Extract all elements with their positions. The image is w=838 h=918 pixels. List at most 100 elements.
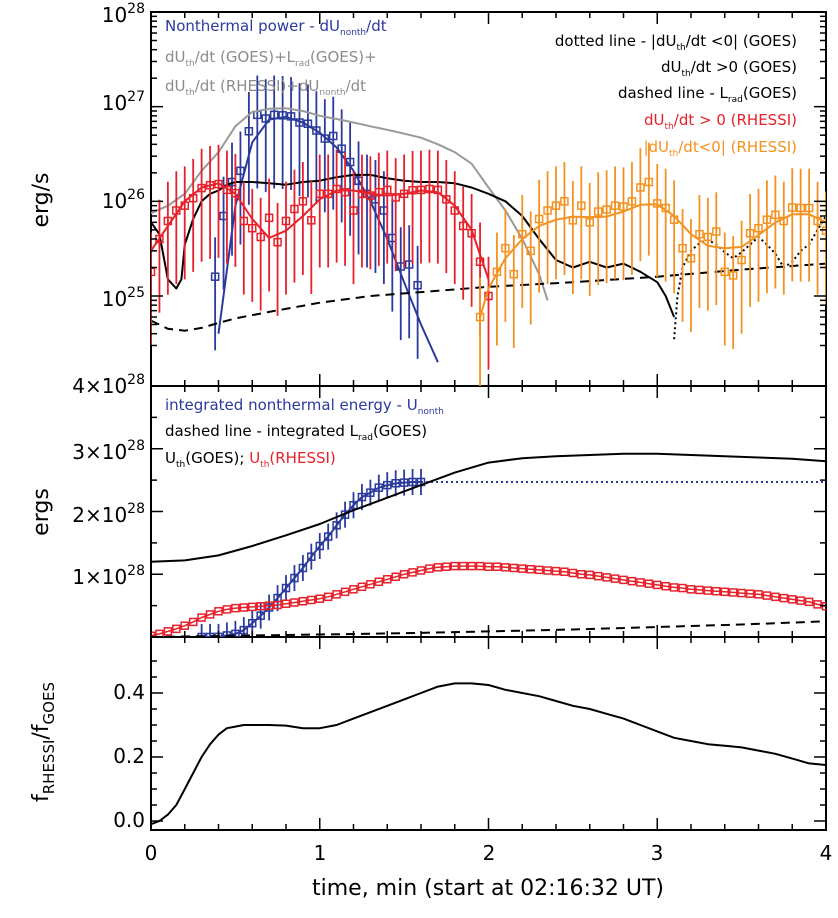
u-th-goes-line (151, 452, 826, 563)
u-th-rhessi-point (695, 585, 704, 595)
panel2-y-tick-labels: 4×1028 3×1028 2×1028 1×1028 (72, 372, 145, 589)
u-th-rhessi-point (467, 561, 476, 571)
y-tick-label: 1×1028 (72, 563, 145, 589)
u-th-rhessi-point (155, 629, 164, 637)
u-th-rhessi-point (290, 598, 299, 607)
u-th-rhessi-point (222, 605, 232, 614)
panel3-y-axis-label: fRHESSI/fGOES (29, 682, 58, 802)
x-tick-labels: 0 1 2 3 4 (145, 841, 833, 865)
u-th-rhessi-point (686, 585, 696, 594)
u-th-rhessi-point (619, 575, 628, 585)
u-th-rhessi-point (205, 610, 215, 619)
u-th-rhessi-point (315, 594, 324, 603)
legend-goes-solid: dUth/dt >0 (GOES) (661, 58, 797, 79)
y-tick-label: 1027 (102, 89, 145, 115)
u-th-rhessi-point (349, 585, 358, 594)
u-th-rhessi-point (813, 600, 822, 609)
du-th-dt-0-rhessi-point (151, 267, 156, 277)
legend-goes-sum-line1: dUth/dt (GOES)+Lrad(GOES)+ (165, 48, 377, 69)
panel2-legend: integrated nonthermal energy - Unonth da… (165, 396, 444, 470)
u-th-rhessi-point (151, 631, 156, 637)
u-th-rhessi-point (602, 573, 611, 582)
u-th-rhessi-point (568, 568, 578, 578)
y-tick-label: 0.4 (113, 680, 145, 704)
u-th-rhessi-point (458, 561, 468, 571)
panel2-series (151, 452, 826, 637)
legend-goes-dashed: dashed line - Lrad(GOES) (618, 84, 797, 105)
u-th-rhessi-point (728, 588, 738, 597)
u-th-rhessi-point (425, 564, 434, 573)
y-tick-label: 1025 (102, 285, 145, 311)
u-th-rhessi-point (188, 617, 198, 627)
u-th-rhessi-point (804, 597, 814, 607)
u-th-rhessi-point (737, 588, 746, 598)
panel3-series (151, 682, 826, 826)
u-th-rhessi-point (264, 601, 274, 610)
u-th-rhessi-point (357, 582, 367, 592)
u-th-rhessi-point (450, 561, 459, 571)
u-th-rhessi-point (501, 563, 510, 572)
panel2-y-axis-label: ergs (29, 488, 54, 536)
x-tick-label: 1 (314, 841, 327, 865)
u-th-rhessi-point (281, 599, 291, 608)
u-th-rhessi-point (585, 570, 594, 580)
y-tick-label: 0.0 (113, 808, 145, 832)
u-th-rhessi-point (762, 591, 772, 600)
u-th-rhessi-point (703, 586, 713, 595)
u-th-rhessi-point (610, 574, 620, 583)
legend-goes-dotted: dotted line - |dUth/dt <0| (GOES) (555, 32, 797, 53)
u-th-rhessi-point (323, 592, 333, 602)
u-th-rhessi-point (636, 578, 645, 587)
u-th-rhessi-point (197, 613, 206, 622)
u-th-rhessi-point (340, 587, 350, 597)
panel1-y-axis-label: erg/s (29, 172, 54, 227)
u-th-rhessi-point (399, 570, 409, 579)
legend-goes-sum-line2: dUth/dt (RHESSI)+dUnonth/dt (165, 77, 366, 98)
u-th-rhessi-point (560, 567, 569, 576)
u-th-rhessi-point (383, 575, 392, 584)
u-th-rhessi-point (273, 600, 282, 610)
u-th-rhessi-point (518, 564, 527, 573)
legend-rhessi-negative: |dUth/dt<0| (RHESSI) (643, 138, 797, 159)
x-tick-label: 2 (483, 841, 496, 865)
u-th-rhessi-point (298, 596, 308, 606)
dashed-line-l-rad-goes-line (151, 262, 826, 332)
x-tick-label: 3 (651, 841, 664, 865)
u-th-rhessi-point (408, 568, 417, 577)
y-tick-label: 0.2 (113, 744, 145, 768)
u-th-rhessi-point (745, 589, 755, 598)
u-th-rhessi-point (231, 603, 240, 613)
u-th-rhessi-point (180, 621, 189, 630)
u-th-rhessi-point (484, 562, 493, 571)
u-th-rhessi-point (644, 579, 654, 588)
u-th-rhessi-point (796, 596, 805, 605)
panel1-series (151, 75, 826, 386)
u-th-rhessi-point (475, 561, 485, 571)
u-th-rhessi-point (214, 607, 223, 616)
u-th-rhessi-point (593, 571, 603, 581)
u-th-rhessi-point (712, 586, 721, 596)
y-tick-label: 4×1028 (72, 372, 145, 398)
y-tick-label: 1028 (102, 1, 145, 27)
legend-integrated-nonthermal: integrated nonthermal energy - Unonth (165, 396, 444, 417)
axis-ticks (150, 11, 827, 830)
u-th-rhessi-point (239, 603, 249, 612)
u-th-rhessi-point (332, 590, 341, 599)
u-th-rhessi-point (779, 593, 789, 603)
legend-rhessi-positive: dUth/dt > 0 (RHESSI) (644, 111, 797, 132)
panel1-legend-left: Nonthermal power - dUnonth/dt dUth/dt (G… (165, 17, 387, 98)
u-th-rhessi-point (374, 577, 384, 587)
u-th-rhessi-point (653, 580, 662, 590)
u-th-rhessi-point (416, 566, 426, 575)
u-th-rhessi-point (754, 590, 763, 599)
legend-nonthermal-power: Nonthermal power - dUnonth/dt (165, 17, 387, 38)
u-th-rhessi-point (720, 587, 729, 597)
u-th-rhessi-point (543, 566, 552, 575)
legend-integrated-lrad: dashed line - integrated Lrad(GOES) (165, 422, 427, 443)
u-th-rhessi-point (551, 566, 561, 576)
u-th-rhessi-point (172, 624, 181, 634)
u-th-rhessi-point (248, 602, 257, 612)
x-axis-label: time, min (start at 02:16:32 UT) (312, 876, 664, 901)
panel3-frame (150, 636, 827, 831)
legend-uth: Uth(GOES); Uth(RHESSI) (165, 449, 336, 470)
